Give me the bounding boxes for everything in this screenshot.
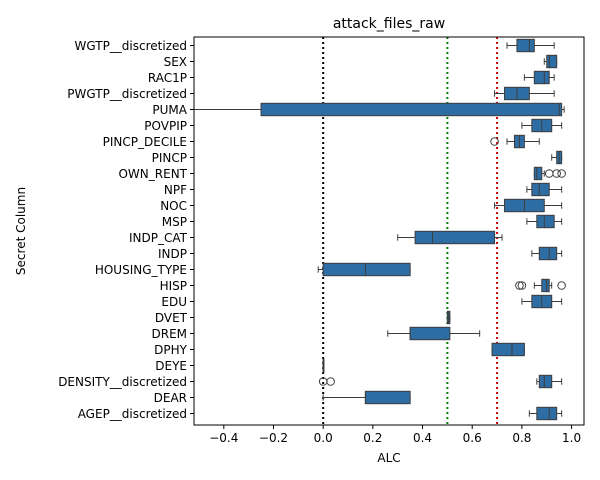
chart-title: attack_files_raw	[333, 16, 445, 32]
box-npf	[526, 182, 563, 197]
box-wgtp-discretized	[506, 38, 555, 53]
box-own-rent	[533, 166, 566, 181]
box-iqr	[491, 342, 525, 357]
box-housing-type	[317, 262, 411, 277]
box-iqr	[533, 166, 543, 181]
x-tick-label: 0.8	[512, 431, 531, 445]
box-iqr	[531, 182, 550, 197]
flier-point	[490, 137, 499, 146]
plot-frame	[193, 36, 585, 426]
box-noc	[494, 198, 563, 213]
y-tick-label: MSP	[162, 215, 187, 229]
y-tick-label: DVET	[155, 311, 188, 325]
box-density-discretized	[318, 374, 563, 389]
box-sex	[543, 54, 558, 69]
box-iqr	[541, 278, 550, 293]
y-tick-label: OWN_RENT	[118, 167, 187, 181]
axes: WGTP__discretized SEX RAC1P PWGTP__discreti…	[58, 39, 581, 445]
box-agep-discretized	[528, 406, 563, 421]
box-indp-cat	[397, 230, 503, 245]
y-tick-label: DEYE	[155, 359, 187, 373]
plot-area	[193, 37, 566, 425]
box-iqr	[409, 326, 451, 341]
flier-point	[326, 377, 335, 386]
flier-point	[552, 169, 561, 178]
box-msp	[526, 214, 563, 229]
box-pincp	[551, 150, 563, 165]
box-drem	[387, 326, 481, 341]
flier-point	[557, 169, 566, 178]
flier-point	[557, 281, 566, 290]
box-deye	[322, 358, 325, 373]
y-tick-label: POVPIP	[144, 119, 187, 133]
y-tick-label: AGEP__discretized	[78, 407, 187, 421]
box-hisp	[515, 278, 566, 293]
y-tick-label: EDU	[161, 295, 187, 309]
y-tick-label: PINCP_DECILE	[103, 135, 187, 149]
box-iqr	[546, 54, 558, 69]
box-dvet	[446, 310, 451, 325]
x-tick-label: 0.2	[363, 431, 382, 445]
x-tick-label: 0.0	[314, 431, 333, 445]
box-iqr	[536, 406, 558, 421]
box-iqr	[533, 70, 550, 85]
box-rac1p	[523, 70, 555, 85]
box-pincp-decile	[490, 134, 540, 149]
flier-point	[544, 169, 554, 178]
box-puma	[193, 102, 565, 117]
y-axis-title: Secret Column	[14, 187, 28, 275]
y-tick-label: PUMA	[152, 103, 187, 117]
box-iqr	[536, 214, 555, 229]
y-tick-label: PWGTP__discretized	[67, 87, 187, 101]
x-tick-label: −0.2	[259, 431, 288, 445]
y-tick-label: HISP	[160, 279, 187, 293]
box-indp	[531, 246, 563, 261]
box-iqr	[322, 262, 411, 277]
x-axis-title: ALC	[377, 451, 400, 465]
box-iqr	[364, 390, 411, 405]
box-pwgtp-discretized	[494, 86, 555, 101]
y-tick-label: DPHY	[154, 343, 188, 357]
flier-point	[517, 281, 527, 290]
y-tick-label: PINCP	[152, 151, 187, 165]
x-tick-label: 0.4	[413, 431, 432, 445]
y-tick-label: DREM	[151, 327, 187, 341]
box-dear	[322, 390, 411, 405]
box-dphy	[491, 342, 525, 357]
x-tick-label: −0.4	[209, 431, 238, 445]
box-iqr	[414, 230, 496, 245]
box-iqr	[516, 38, 535, 53]
y-tick-label: DENSITY__discretized	[58, 375, 187, 389]
box-iqr	[538, 246, 558, 261]
box-edu	[521, 294, 563, 309]
y-tick-label: NOC	[160, 199, 187, 213]
y-tick-label: SEX	[164, 55, 187, 69]
y-tick-label: WGTP__discretized	[75, 39, 188, 53]
y-tick-label: INDP	[158, 247, 187, 261]
box-iqr	[260, 102, 563, 117]
flier-point	[515, 281, 524, 290]
box-povpip	[521, 118, 563, 133]
y-tick-label: RAC1P	[148, 71, 187, 85]
y-tick-label: DEAR	[154, 391, 187, 405]
y-tick-label: HOUSING_TYPE	[95, 263, 187, 277]
x-tick-label: 1.0	[562, 431, 581, 445]
box-iqr	[538, 374, 553, 389]
y-tick-label: INDP_CAT	[129, 231, 188, 245]
x-tick-label: 0.6	[463, 431, 482, 445]
y-tick-label: NPF	[164, 183, 187, 197]
